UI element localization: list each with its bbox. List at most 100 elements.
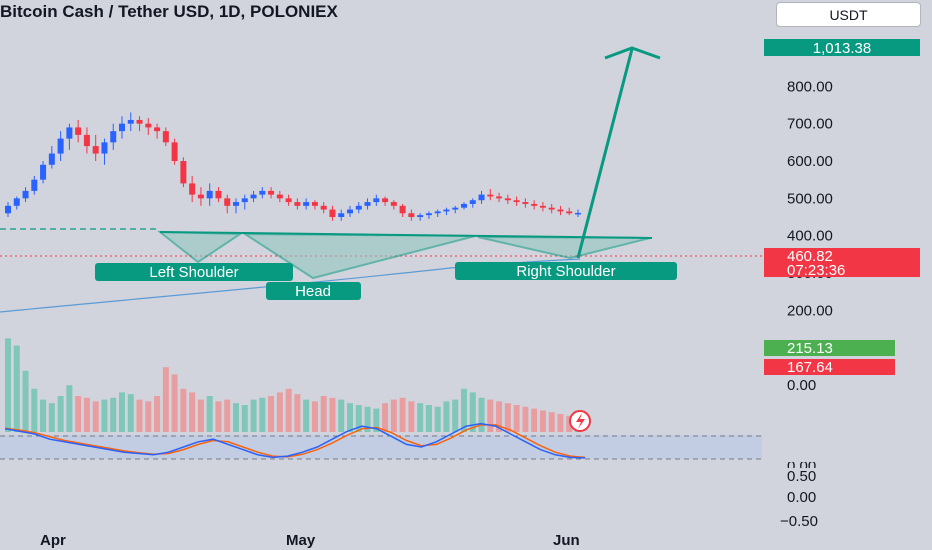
- volume-bar: [355, 405, 362, 432]
- candle-body: [399, 205, 406, 214]
- volume-bar: [548, 412, 555, 432]
- volume-bar: [13, 345, 20, 432]
- volume-bar: [171, 374, 178, 432]
- candle-body: [461, 203, 467, 208]
- candle-body: [154, 127, 161, 132]
- candle-body: [347, 209, 353, 214]
- candle-body: [575, 212, 581, 215]
- target-price-text: 1,013.38: [813, 40, 871, 57]
- volume-bar: [487, 399, 494, 432]
- price-tick: 400.00: [787, 228, 833, 245]
- volume-bar: [303, 399, 310, 432]
- candle-body: [224, 198, 231, 206]
- volume-bar: [566, 415, 573, 432]
- volume-bar: [145, 401, 152, 432]
- candle-body: [338, 213, 345, 218]
- currency-button[interactable]: USDT: [776, 2, 921, 27]
- candle-body: [294, 202, 301, 206]
- candle-body: [311, 202, 318, 206]
- price-tick: 200.00: [787, 302, 833, 319]
- oscillator-layer: [4, 422, 586, 459]
- candle-body: [285, 198, 292, 203]
- price-tick: 500.00: [787, 190, 833, 207]
- volume-bar: [443, 401, 450, 432]
- label-right-shoulder: Right Shoulder: [455, 262, 677, 280]
- volume-bar: [557, 414, 564, 432]
- target-price-badge: 1,013.38: [764, 39, 920, 57]
- candle-body: [57, 138, 64, 154]
- candle-body: [145, 123, 152, 128]
- volume-bar: [452, 399, 459, 432]
- candle-body: [162, 131, 169, 143]
- candle-body: [22, 190, 29, 199]
- label-head: Head: [266, 282, 361, 300]
- volume-bar: [417, 403, 424, 432]
- osc-tick-1: 0.50: [787, 468, 816, 485]
- volume-bar: [311, 401, 318, 432]
- volume-bar: [241, 405, 248, 432]
- candle-body: [496, 196, 503, 199]
- candle-body: [110, 131, 117, 143]
- candle-body: [557, 209, 564, 212]
- event-marker[interactable]: [569, 410, 591, 432]
- volume-bar: [224, 399, 231, 432]
- label-head-text: Head: [295, 283, 331, 300]
- osc-tick-2: 0.00: [787, 489, 816, 506]
- ma-line: [0, 258, 581, 313]
- candle-body: [5, 205, 11, 214]
- candle-body: [373, 198, 380, 203]
- label-right-shoulder-text: Right Shoulder: [516, 263, 615, 280]
- label-left-shoulder-text: Left Shoulder: [149, 264, 238, 281]
- candle-body: [241, 198, 248, 203]
- volume-up-text: 215.13: [787, 340, 833, 357]
- label-left-shoulder: Left Shoulder: [95, 263, 293, 281]
- volume-down-badge: 167.64: [764, 359, 895, 376]
- volume-bar: [250, 399, 257, 432]
- candle-body: [566, 211, 573, 214]
- volume-bar: [285, 388, 292, 432]
- volume-bar: [364, 406, 371, 432]
- candle-body: [417, 215, 424, 218]
- candle-body: [268, 190, 275, 195]
- volume-bar: [373, 408, 380, 432]
- candle-body: [539, 205, 546, 208]
- volume-bar: [119, 392, 125, 432]
- candle-body: [250, 194, 257, 199]
- volume-bar: [83, 397, 90, 432]
- volume-bar: [513, 405, 520, 432]
- volume-up-badge: 215.13: [764, 340, 895, 357]
- candle-body: [66, 127, 73, 139]
- candle-body: [119, 123, 125, 132]
- candle-body: [390, 202, 397, 206]
- time-label-may: May: [286, 532, 316, 549]
- candle-body: [83, 134, 90, 147]
- candle-body: [434, 211, 441, 214]
- candle-body: [48, 153, 55, 165]
- volume-bar: [127, 394, 134, 432]
- price-tick: 800.00: [787, 78, 833, 95]
- last-price-badge: 460.82 07:23:36: [764, 248, 920, 279]
- volume-bar: [40, 399, 47, 432]
- volume-bar: [496, 401, 503, 432]
- candle-body: [425, 213, 432, 216]
- volume-bar: [320, 396, 327, 432]
- candle-body: [75, 127, 82, 135]
- volume-bar: [92, 401, 99, 432]
- candle-body: [31, 179, 38, 191]
- volume-bar: [197, 399, 204, 432]
- volume-bar: [136, 399, 143, 432]
- candle-body: [355, 205, 362, 210]
- candle-layer: [5, 112, 581, 221]
- candle-body: [469, 200, 476, 204]
- volume-bar: [390, 399, 397, 432]
- candle-body: [408, 213, 415, 218]
- volume-bar: [180, 388, 187, 432]
- candle-body: [215, 190, 222, 199]
- candle-body: [259, 190, 266, 195]
- candle-body: [92, 146, 99, 154]
- candle-body: [13, 198, 20, 206]
- arrow-head: [604, 46, 661, 60]
- price-tick: 700.00: [787, 116, 833, 133]
- candle-body: [276, 194, 283, 199]
